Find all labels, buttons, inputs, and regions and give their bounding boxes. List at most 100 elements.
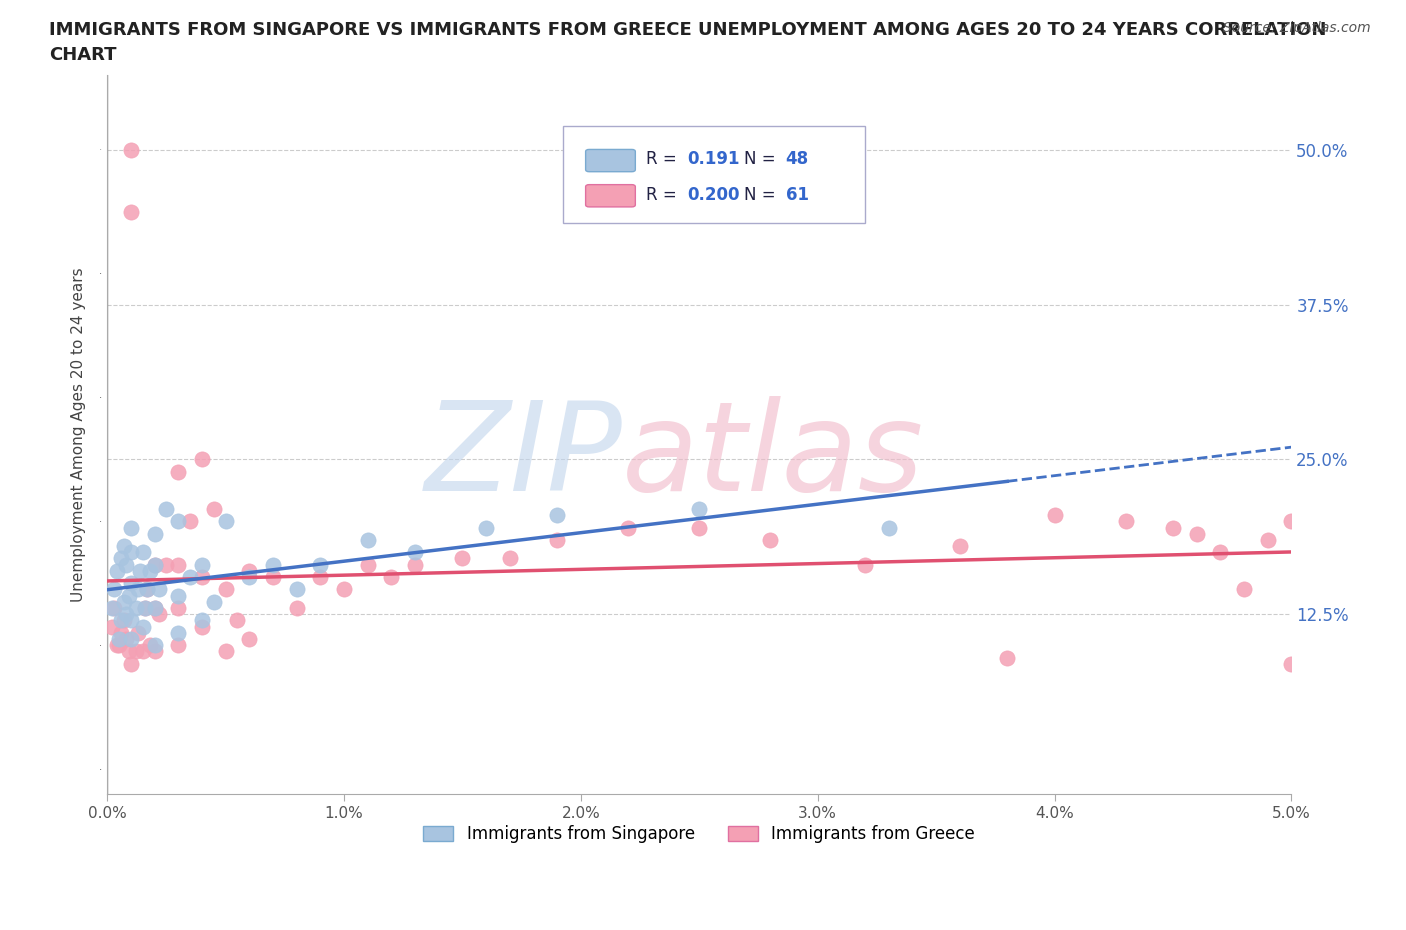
Point [191, 569, 214, 584]
Point [136, 582, 159, 597]
Point [143, 601, 166, 616]
Point [617, 520, 640, 535]
Text: N =: N = [744, 186, 782, 204]
Point [214, 644, 236, 658]
Point [380, 569, 402, 584]
Point [105, 564, 128, 578]
Point [285, 601, 308, 616]
Point [179, 569, 201, 584]
Point [167, 588, 190, 603]
Point [238, 564, 260, 578]
Point [105, 638, 128, 653]
Point [110, 613, 132, 628]
Point [688, 520, 710, 535]
Point [124, 601, 146, 616]
Point [191, 557, 214, 572]
Point [1043, 508, 1066, 523]
Point [136, 582, 159, 597]
Point [134, 601, 156, 616]
Point [167, 464, 190, 479]
Point [139, 564, 162, 578]
Point [262, 557, 284, 572]
Point [120, 631, 142, 646]
Point [117, 588, 139, 603]
Point [309, 569, 332, 584]
Point [262, 569, 284, 584]
Point [167, 601, 190, 616]
Point [101, 619, 124, 634]
Text: ZIP: ZIP [425, 395, 623, 517]
Point [148, 606, 170, 621]
Text: 61: 61 [786, 186, 808, 204]
Point [115, 557, 138, 572]
Point [214, 514, 236, 529]
Point [191, 452, 214, 467]
Point [202, 501, 225, 516]
Point [110, 551, 132, 566]
Point [120, 545, 142, 560]
Point [167, 557, 190, 572]
Point [499, 551, 522, 566]
Point [191, 613, 214, 628]
Point [129, 564, 152, 578]
Point [103, 582, 125, 597]
Point [404, 545, 426, 560]
Point [179, 514, 201, 529]
Point [226, 613, 249, 628]
Text: 0.191: 0.191 [688, 151, 740, 168]
Point [139, 638, 162, 653]
Point [1115, 514, 1137, 529]
Point [285, 582, 308, 597]
Point [132, 545, 155, 560]
Point [127, 582, 149, 597]
Point [108, 638, 131, 653]
Point [143, 557, 166, 572]
Text: R =: R = [645, 186, 682, 204]
Point [155, 557, 177, 572]
Point [451, 551, 474, 566]
Point [546, 508, 568, 523]
Text: atlas: atlas [623, 395, 925, 517]
Point [1279, 657, 1302, 671]
Point [1233, 582, 1256, 597]
Point [112, 613, 135, 628]
Legend: Immigrants from Singapore, Immigrants from Greece: Immigrants from Singapore, Immigrants fr… [416, 818, 981, 850]
FancyBboxPatch shape [586, 150, 636, 172]
Text: CHART: CHART [49, 46, 117, 64]
Point [117, 644, 139, 658]
Point [127, 625, 149, 640]
Point [120, 576, 142, 591]
Point [546, 533, 568, 548]
Text: 0.200: 0.200 [688, 186, 740, 204]
Point [167, 638, 190, 653]
Point [120, 142, 142, 157]
Point [120, 520, 142, 535]
Y-axis label: Unemployment Among Ages 20 to 24 years: Unemployment Among Ages 20 to 24 years [72, 267, 86, 602]
Point [309, 557, 332, 572]
Point [143, 601, 166, 616]
Point [108, 631, 131, 646]
Point [357, 557, 380, 572]
Point [115, 606, 138, 621]
Point [949, 538, 972, 553]
Point [167, 625, 190, 640]
Point [101, 601, 124, 616]
Point [1161, 520, 1184, 535]
Point [688, 501, 710, 516]
Point [1279, 514, 1302, 529]
Point [475, 520, 498, 535]
Point [1257, 533, 1279, 548]
Point [333, 582, 356, 597]
Point [115, 631, 138, 646]
Point [404, 557, 426, 572]
Point [148, 582, 170, 597]
Point [143, 638, 166, 653]
Point [124, 644, 146, 658]
Text: IMMIGRANTS FROM SINGAPORE VS IMMIGRANTS FROM GREECE UNEMPLOYMENT AMONG AGES 20 T: IMMIGRANTS FROM SINGAPORE VS IMMIGRANTS … [49, 21, 1327, 39]
Point [112, 538, 135, 553]
Point [143, 644, 166, 658]
Text: N =: N = [744, 151, 782, 168]
Point [238, 569, 260, 584]
Point [120, 657, 142, 671]
Point [110, 625, 132, 640]
